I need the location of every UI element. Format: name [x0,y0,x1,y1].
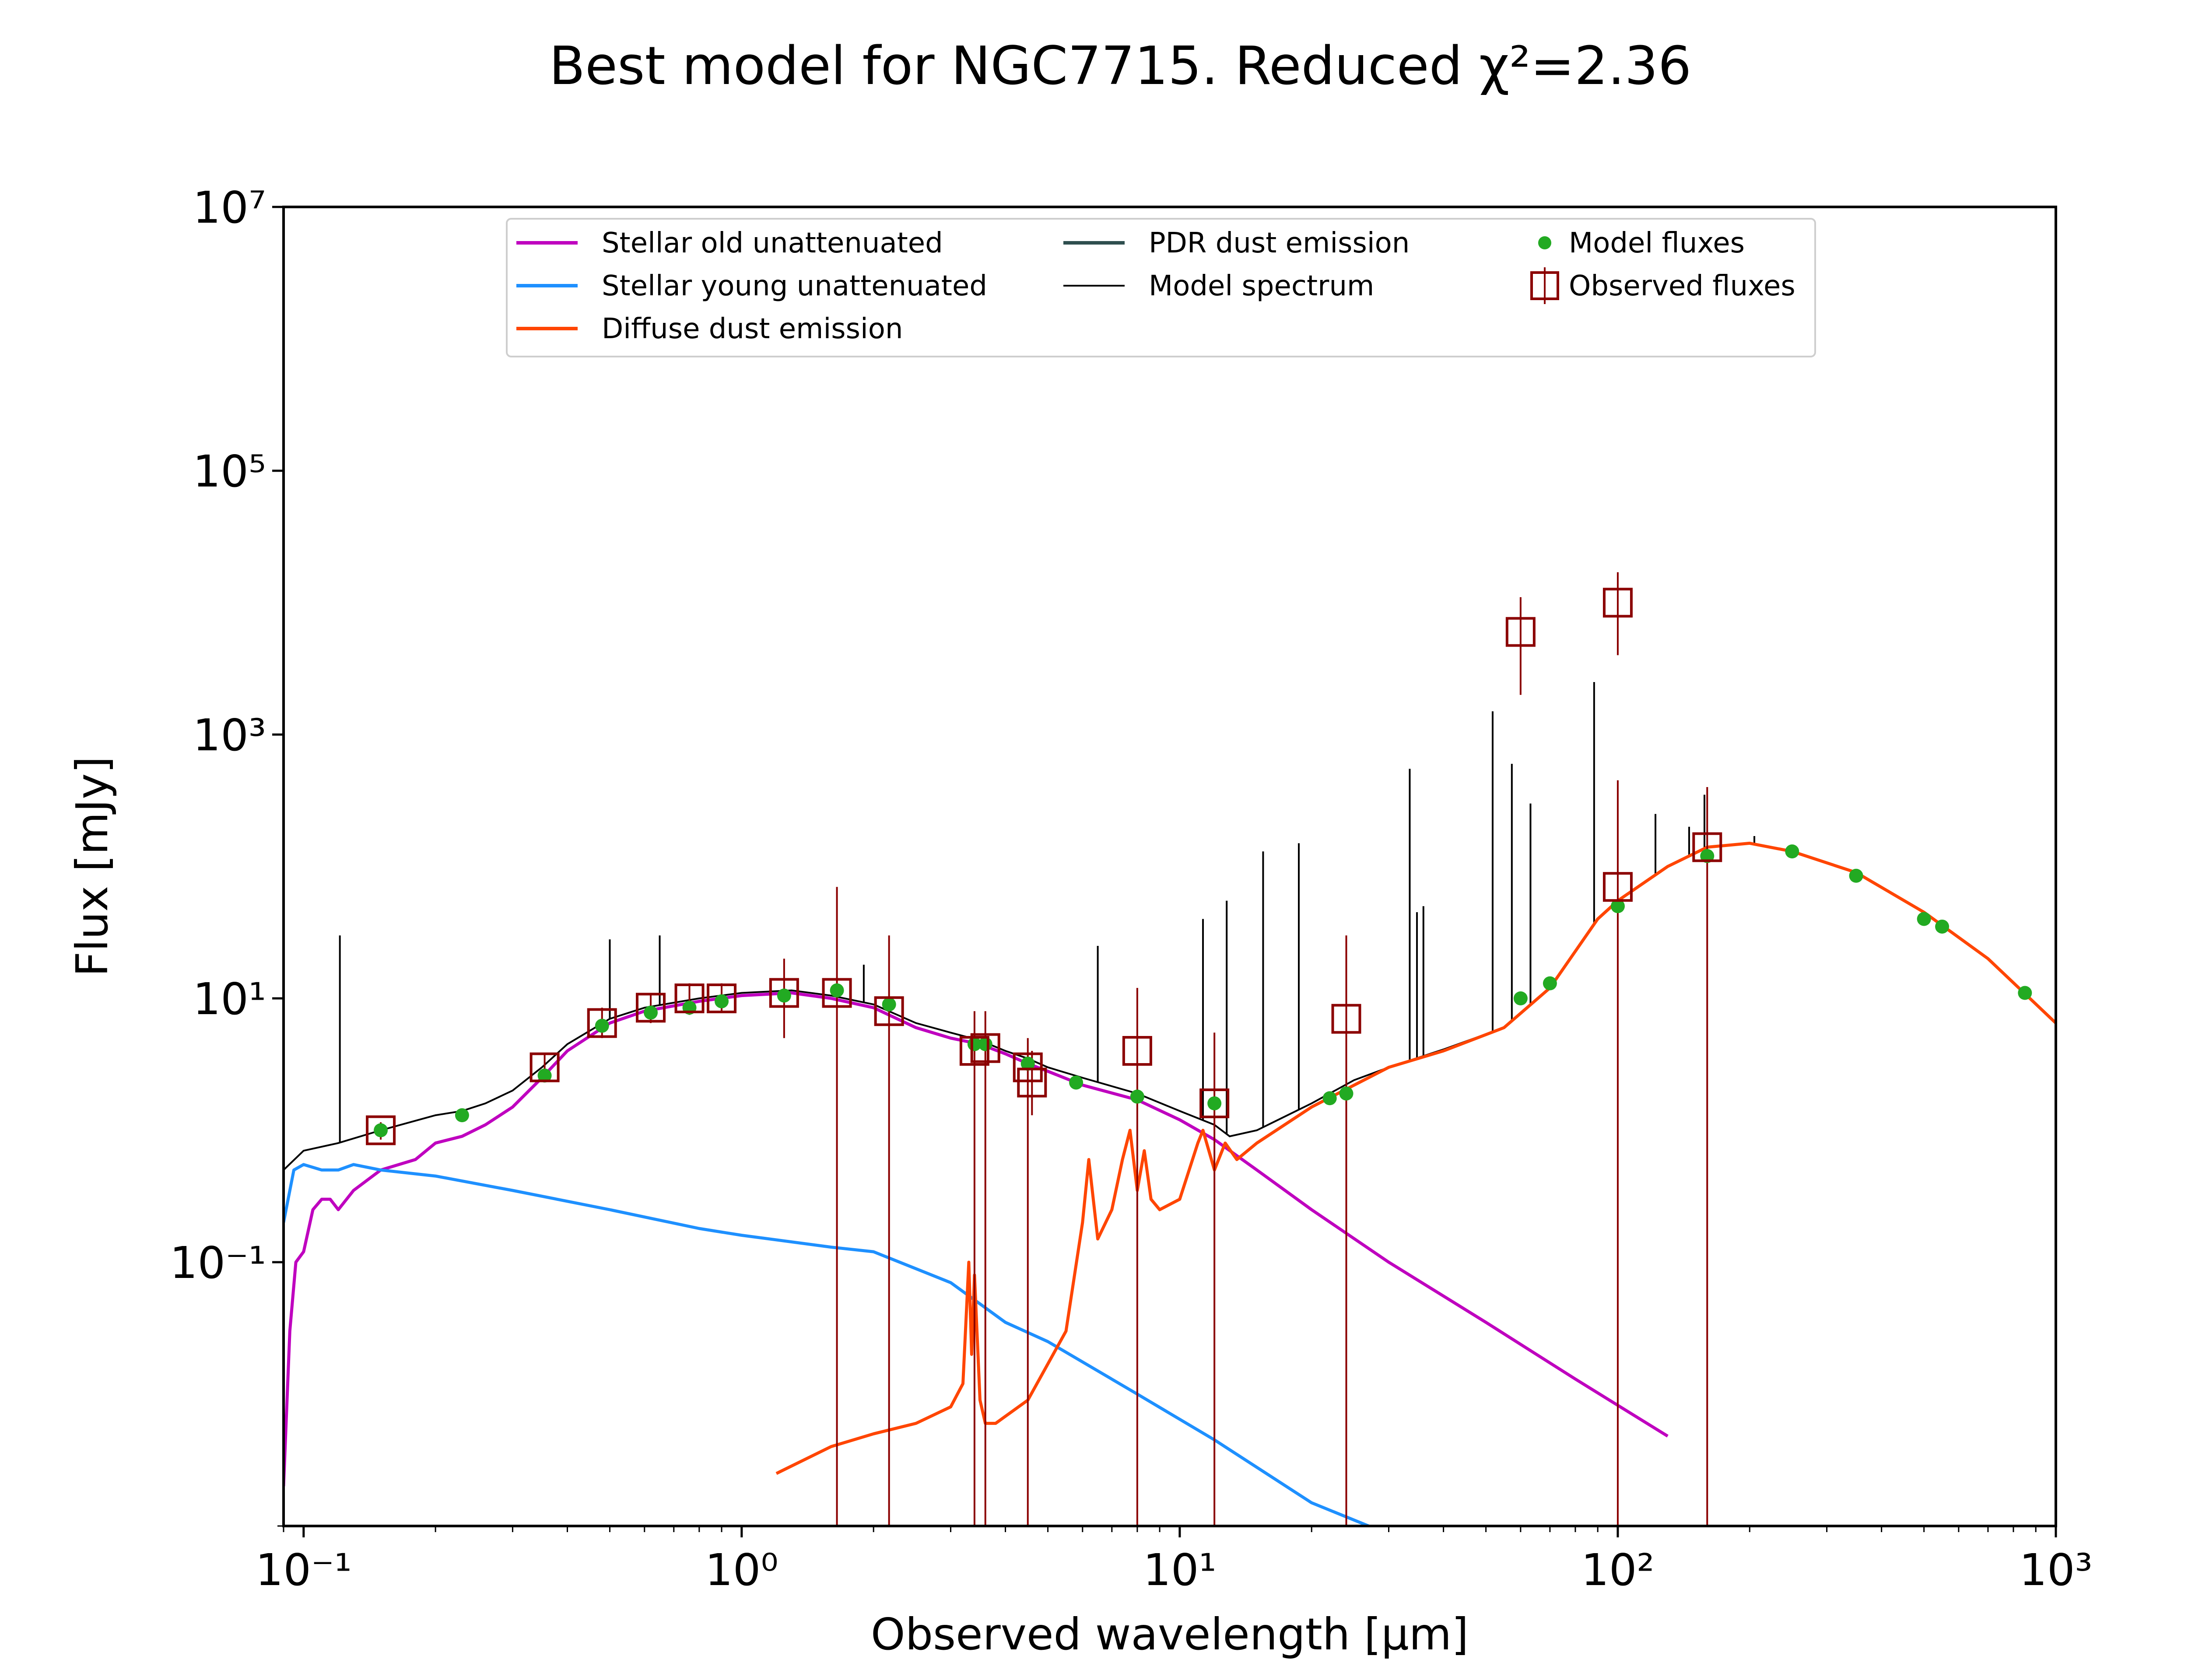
model-flux-point [715,994,729,1008]
observed-flux-point [529,1052,560,1082]
model-flux-point [595,1018,609,1033]
x-tick-label: 10⁰ [705,1544,778,1596]
model-flux-point [537,1068,552,1083]
model-flux-point [1917,912,1931,926]
model-flux-point [1322,1091,1337,1106]
model-flux-point [1020,1057,1035,1071]
x-axis: 10⁻¹ 10⁰ 10¹ 10² 10³ [256,1526,2093,1596]
x-tick-label: 10³ [2019,1544,2092,1596]
observed-flux-point [674,984,705,1013]
observed-flux-point [1505,617,1536,647]
observed-flux-point [1017,1068,1047,1098]
x-axis-label: Observed wavelength [μm] [871,1609,1469,1660]
model-flux-point [1513,991,1528,1005]
y-axis: 10⁻¹ 10¹ 10³ 10⁵ 10⁷ [170,182,284,1527]
observed-flux-point [1692,832,1722,862]
model-flux-point [882,997,896,1012]
observed-flux-point [1122,1036,1152,1066]
observed-flux-point [959,1036,989,1066]
axes-frame [282,206,2057,1527]
y-tick-label: 10³ [193,710,266,761]
plot-area [284,572,2056,1526]
stellar-young-unattenuated-line [284,1163,1370,1526]
model-flux-point [1785,844,1799,859]
y-tick-label: 10⁵ [193,446,266,497]
model-flux-point [1610,899,1625,914]
legend-label: Stellar young unattenuated [602,270,987,302]
legend-box [506,218,1816,357]
legend-label: Observed fluxes [1569,270,1795,302]
observed-flux-point [822,978,852,1008]
observed-flux-point [874,996,904,1026]
x-tick-label: 10¹ [1143,1544,1216,1596]
x-tick-label: 10² [1581,1544,1654,1596]
observed-flux-point [1602,872,1633,902]
model-flux-point [1069,1075,1083,1090]
model-flux-point [1935,919,1950,934]
observed-flux-point [1013,1052,1043,1082]
observed-flux-point [707,984,737,1013]
x-tick-label: 10⁻¹ [256,1544,352,1596]
model-flux-point [1849,868,1863,883]
chart-title: Best model for NGC7715. Reduced χ²=2.36 [549,36,1691,97]
observed-flux-point [1331,1004,1361,1034]
model-flux-point [1130,1089,1144,1104]
observed-flux-point [1199,1088,1230,1118]
model-flux-point [1339,1086,1353,1101]
legend-label: Stellar old unattenuated [602,227,943,259]
model-flux-point [644,1005,658,1020]
model-flux-point [1207,1096,1222,1110]
legend-handle [1538,236,1551,249]
model-spectrum-line [284,842,1792,1171]
legend-label: Model spectrum [1149,270,1374,302]
observed-flux-point [636,993,666,1023]
stellar-old-unattenuated-line [284,991,1669,1487]
legend-label: PDR dust emission [1149,227,1410,259]
model-flux-point [374,1123,388,1138]
y-axis-label: Flux [mJy] [67,756,118,977]
model-flux-point [978,1037,992,1051]
y-tick-label: 10⁷ [193,182,266,233]
model-flux-point [1543,976,1557,990]
model-flux-point [830,983,844,998]
observed-flux-point [1602,588,1633,618]
model-flux-point [777,988,791,1003]
diffuse-dust-emission-line [775,841,2056,1475]
model-flux-point [2018,986,2032,1000]
y-tick-label: 10⁻¹ [170,1237,266,1288]
y-tick-label: 10¹ [193,973,266,1025]
legend: Stellar old unattenuated Stellar young un… [506,218,1816,357]
observed-flux-point [366,1115,396,1145]
legend-label: Model fluxes [1569,227,1745,259]
legend-handle [1530,271,1559,300]
observed-flux-point [769,978,799,1008]
model-flux-point [455,1108,469,1123]
observed-flux-point [587,1008,617,1038]
legend-label: Diffuse dust emission [602,313,903,345]
observed-flux-point [970,1033,1000,1063]
